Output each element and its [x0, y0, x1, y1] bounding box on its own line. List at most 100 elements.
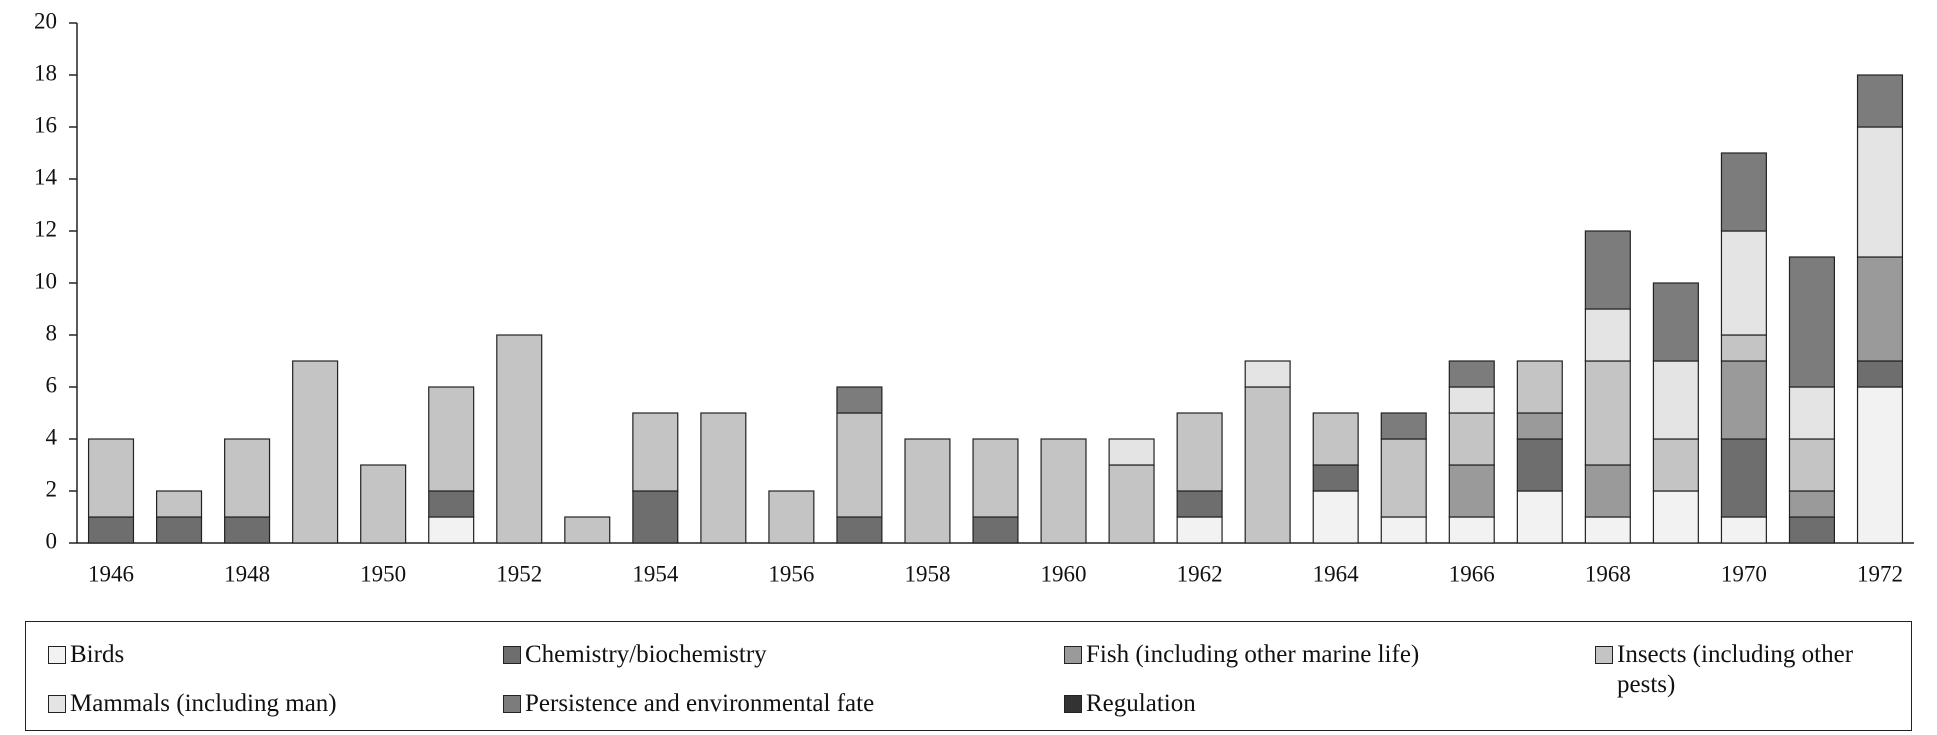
bar-segment — [1652, 282, 1699, 362]
x-tick-label: 1960 — [1041, 561, 1087, 586]
bar-segment — [1244, 360, 1291, 388]
bar-segment — [836, 386, 883, 414]
bar-segment — [564, 516, 611, 544]
bar-segment — [1788, 438, 1835, 492]
bar-segment — [1856, 386, 1904, 544]
bar-segment — [1720, 360, 1767, 440]
bar-segment — [632, 490, 679, 544]
x-tick-label: 1954 — [632, 561, 679, 586]
bar-segment — [87, 438, 135, 518]
bar-segment — [700, 412, 747, 544]
legend: Birds Chemistry/biochemistry Fish (includi… — [25, 621, 1912, 731]
legend-item: Insects (including other pests) — [1595, 640, 1895, 700]
bar-segment — [1584, 360, 1631, 466]
bar-segment — [1720, 438, 1767, 518]
bar-segment — [360, 464, 407, 544]
x-tick-label: 1952 — [496, 561, 542, 586]
bar-segment — [1652, 438, 1699, 492]
bar-segment — [1720, 152, 1767, 232]
bar-segment — [1652, 490, 1699, 544]
legend-label: Regulation — [1086, 690, 1196, 717]
bar-segment — [496, 334, 543, 544]
y-tick-label: 20 — [34, 8, 57, 33]
legend-swatch — [1595, 646, 1613, 664]
y-tick-label: 10 — [34, 268, 57, 293]
legend-label: Persistence and environmental fate — [525, 690, 875, 717]
y-tick-label: 18 — [34, 60, 57, 85]
bar-segment — [156, 490, 203, 518]
bar-segment — [1516, 438, 1563, 492]
bar-segment — [1788, 386, 1835, 440]
x-tick-label: 1958 — [904, 561, 950, 586]
bar-segment — [1312, 490, 1359, 544]
y-tick-label: 8 — [46, 320, 58, 345]
bar-segment — [1720, 516, 1767, 544]
bar-segment — [1108, 464, 1155, 544]
legend-item: Persistence and environmental fate — [503, 689, 874, 719]
x-tick-label: 1966 — [1449, 561, 1495, 586]
bar-segment — [1448, 412, 1495, 466]
bar-segment — [1244, 386, 1291, 544]
legend-item: Mammals (including man) — [48, 689, 337, 719]
legend-item: Chemistry/biochemistry — [503, 640, 767, 670]
bar-segment — [1584, 230, 1631, 310]
bar-segment — [1720, 334, 1767, 362]
bar-segment — [1448, 516, 1495, 544]
legend-label: Chemistry/biochemistry — [525, 641, 767, 668]
bar-segment — [1312, 464, 1359, 492]
legend-item: Regulation — [1064, 689, 1196, 719]
bar-segment — [768, 490, 815, 544]
bar-segment — [428, 516, 475, 544]
bar-segment — [1788, 490, 1835, 518]
bar-segment — [972, 438, 1019, 518]
bar-segment — [428, 490, 475, 518]
bar-segment — [1516, 360, 1563, 414]
bar-segment — [1856, 74, 1904, 128]
legend-swatch — [503, 646, 521, 664]
legend-label: Mammals (including man) — [70, 690, 337, 717]
x-tick-label: 1970 — [1721, 561, 1767, 586]
bar-segment — [1380, 438, 1427, 518]
x-tick-label: 1948 — [224, 561, 270, 586]
bar-segment — [1176, 490, 1223, 518]
bar-segment — [836, 412, 883, 518]
y-tick-label: 12 — [34, 216, 57, 241]
legend-label: Insects (including other pests) — [1617, 641, 1854, 698]
bar-segment — [1040, 438, 1087, 544]
legend-swatch — [503, 695, 521, 713]
bar-segment — [1856, 126, 1904, 258]
bar-segment — [1448, 386, 1495, 414]
x-tick-label: 1950 — [360, 561, 406, 586]
y-tick-label: 4 — [46, 424, 58, 449]
bar-segment — [1652, 360, 1699, 440]
y-tick-label: 2 — [46, 476, 58, 501]
x-tick-label: 1946 — [88, 561, 134, 586]
bar-segment — [224, 438, 271, 518]
legend-swatch — [1064, 695, 1082, 713]
bar-segment — [1856, 360, 1904, 388]
x-tick-label: 1968 — [1585, 561, 1631, 586]
bar-segment — [224, 516, 271, 544]
bar-segment — [1516, 490, 1563, 544]
x-tick-label: 1962 — [1177, 561, 1223, 586]
bar-segment — [1584, 464, 1631, 518]
legend-item: Fish (including other marine life) — [1064, 640, 1419, 670]
bar-segment — [1380, 516, 1427, 544]
bar-segment — [972, 516, 1019, 544]
bar-segment — [1516, 412, 1563, 440]
bar-segment — [1584, 308, 1631, 362]
y-tick-label: 14 — [34, 164, 58, 189]
bar-segment — [632, 412, 679, 492]
y-tick-label: 0 — [46, 528, 58, 553]
bar-segment — [1312, 412, 1359, 466]
bar-segment — [1176, 412, 1223, 492]
legend-swatch — [1064, 646, 1082, 664]
bar-segment — [836, 516, 883, 544]
bar-segment — [1108, 438, 1155, 466]
legend-swatch — [48, 695, 66, 713]
legend-swatch — [48, 646, 66, 664]
bar-segment — [1380, 412, 1427, 440]
bar-segment — [428, 386, 475, 492]
bar-segment — [1584, 516, 1631, 544]
